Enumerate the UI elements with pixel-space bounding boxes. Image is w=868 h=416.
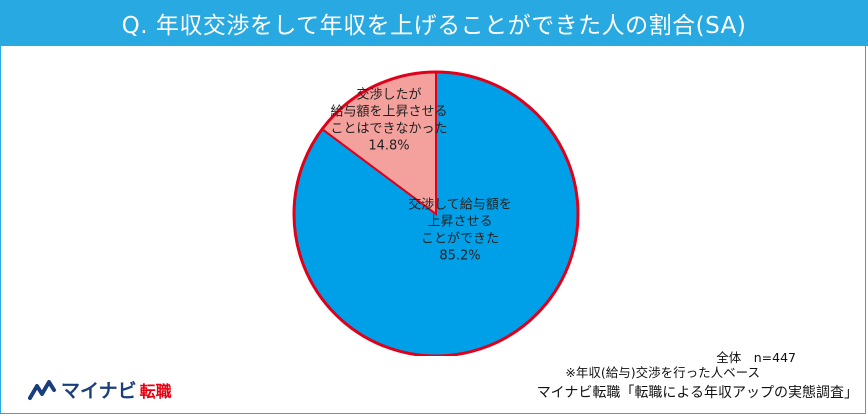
- slice-label-0: 交渉して給与額を: [408, 197, 512, 213]
- slice-value-label-0: 85.2%: [439, 249, 480, 264]
- mynavi-logo: マイナビ 転職: [28, 376, 172, 403]
- mynavi-logo-icon: [28, 379, 56, 400]
- source-note: マイナビ転職「転職による年収アップの実態調査」: [536, 385, 858, 401]
- chart-title: Q. 年収交渉をして年収を上げることができた人の割合(SA): [0, 0, 868, 46]
- slice-label-1: ことはできなかった: [330, 122, 447, 137]
- slice-label-1: 交渉したが: [356, 87, 421, 103]
- slice-value-label-1: 14.8%: [368, 139, 409, 154]
- base-note: ※年収(給与)交渉を行った人ベース: [565, 365, 760, 380]
- pie-border: [292, 70, 580, 356]
- logo-sub-text: 転職: [139, 381, 172, 401]
- slice-label-0: 上昇させる: [427, 215, 492, 230]
- chart-title-text: Q. 年収交渉をして年収を上げることができた人の割合(SA): [121, 13, 747, 39]
- slice-label-1: 給与額を上昇させる: [330, 105, 447, 120]
- slice-label-0: ことができた: [421, 232, 499, 247]
- sample-size-note: 全体 n=447: [716, 350, 796, 365]
- logo-text: マイナビ: [61, 380, 137, 402]
